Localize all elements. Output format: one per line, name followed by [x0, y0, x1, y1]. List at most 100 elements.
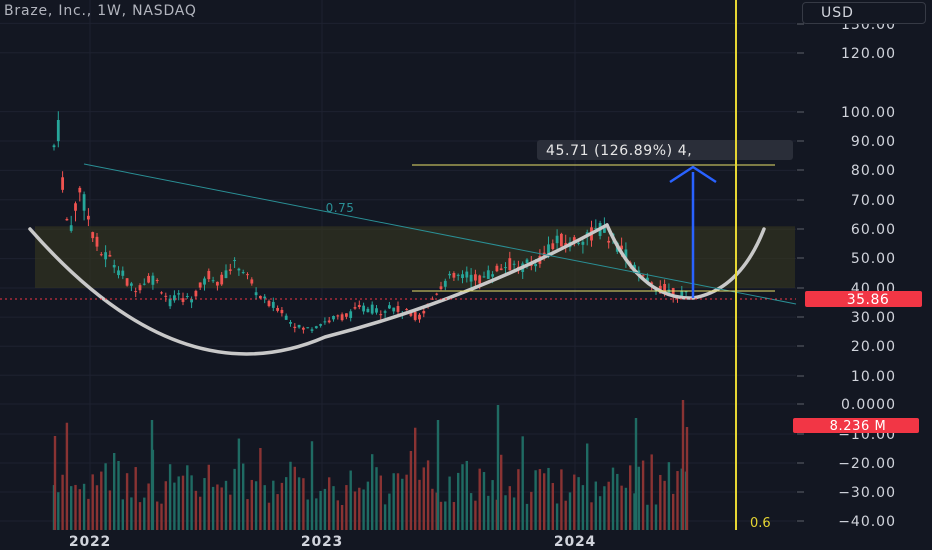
volume-bar [130, 497, 133, 530]
volume-bar [672, 493, 675, 530]
volume-bar [607, 481, 610, 530]
candle-body [138, 285, 142, 291]
candle-body [504, 267, 507, 269]
volume-bar [414, 427, 417, 530]
volume-bar [396, 473, 400, 530]
candle-body [461, 274, 464, 279]
volume-bar [620, 485, 623, 530]
volume-bar [168, 464, 172, 530]
price-tick-label: 30.00 [851, 310, 896, 326]
volume-bar [289, 461, 292, 530]
candle-body [323, 321, 327, 323]
volume-bar [134, 467, 137, 530]
candle-body [237, 268, 241, 271]
candle-body [267, 300, 271, 307]
volume-bar [521, 436, 524, 530]
candle-body [293, 326, 297, 329]
candle-body [624, 249, 628, 262]
candle-body [684, 291, 688, 293]
volume-bar [254, 481, 258, 530]
candle-body [276, 308, 279, 311]
candle-body [332, 315, 335, 320]
volume-bar [500, 454, 503, 530]
candle-body [431, 298, 434, 300]
candle-body [405, 309, 408, 311]
volume-bar [418, 479, 421, 530]
volume-bar [409, 450, 413, 530]
volume-bar [181, 475, 185, 530]
candle-body [216, 281, 219, 286]
volume-bar [401, 478, 404, 530]
candle-body [181, 298, 185, 302]
volume-bar [568, 492, 572, 530]
volume-tick-label: 0.0000 [841, 397, 896, 413]
volume-bar [624, 487, 628, 530]
volume-bar [439, 501, 443, 530]
candle-body [555, 235, 559, 244]
volume-bar [534, 470, 537, 530]
volume-bar [611, 467, 615, 530]
candle-body [263, 296, 267, 299]
candle-body [336, 315, 340, 317]
volume-bar [65, 422, 69, 530]
volume-bar [233, 468, 236, 530]
volume-bar [392, 473, 395, 530]
candle-body [233, 260, 236, 262]
volume-bar [594, 481, 597, 530]
volume-bar [508, 486, 511, 530]
candle-body [525, 259, 529, 263]
volume-bar [375, 467, 378, 530]
candle-body [52, 145, 56, 148]
volume-bar [100, 471, 103, 530]
currency-button[interactable]: USD [802, 2, 926, 24]
time-axis-bg [0, 531, 797, 550]
volume-bar [366, 481, 370, 530]
candle-body [353, 307, 357, 309]
volume-spike [436, 420, 440, 530]
candle-body [164, 295, 168, 297]
volume-bar [91, 474, 94, 530]
candle-body [495, 265, 499, 272]
candle-body [121, 270, 125, 276]
volume-bar [538, 469, 542, 530]
candle-body [130, 283, 133, 286]
price-tick-label: 20.00 [851, 339, 896, 355]
target-arrow-head [669, 165, 717, 184]
volume-bar [160, 503, 163, 530]
candle-body [362, 305, 365, 312]
volume-bar [637, 466, 640, 530]
volume-bar [573, 474, 576, 530]
time-axis: 2022 2023 2024 [0, 531, 797, 550]
volume-bar [306, 499, 309, 530]
volume-bar [319, 490, 322, 530]
volume-bar [280, 482, 284, 530]
volume-bar [164, 481, 167, 530]
volume-bar [173, 482, 176, 530]
candle-body [87, 215, 90, 220]
volume-bar [431, 488, 434, 530]
volume-bar [452, 502, 456, 530]
candle-body [95, 236, 99, 247]
candle-body [547, 244, 550, 255]
candle-body [594, 227, 598, 229]
volume-bar [332, 486, 335, 530]
volume-bar [117, 460, 120, 530]
volume-bar [560, 469, 563, 530]
candle-body [173, 295, 176, 301]
candle-body [125, 278, 129, 286]
price-tick-label: 50.00 [851, 251, 896, 267]
trendline-label: 0.75 [326, 201, 355, 215]
volume-bar [125, 473, 129, 530]
volume-bar [95, 485, 99, 530]
candle-body [108, 255, 112, 257]
candle-body [551, 243, 555, 249]
candle-body [134, 291, 138, 293]
candle-body [65, 219, 69, 221]
zone-fill [35, 226, 795, 288]
volume-bar [207, 464, 210, 530]
candle-body [482, 276, 486, 278]
volume-bar [426, 460, 430, 530]
volume-bar [586, 443, 589, 530]
volume-bar [517, 469, 520, 530]
